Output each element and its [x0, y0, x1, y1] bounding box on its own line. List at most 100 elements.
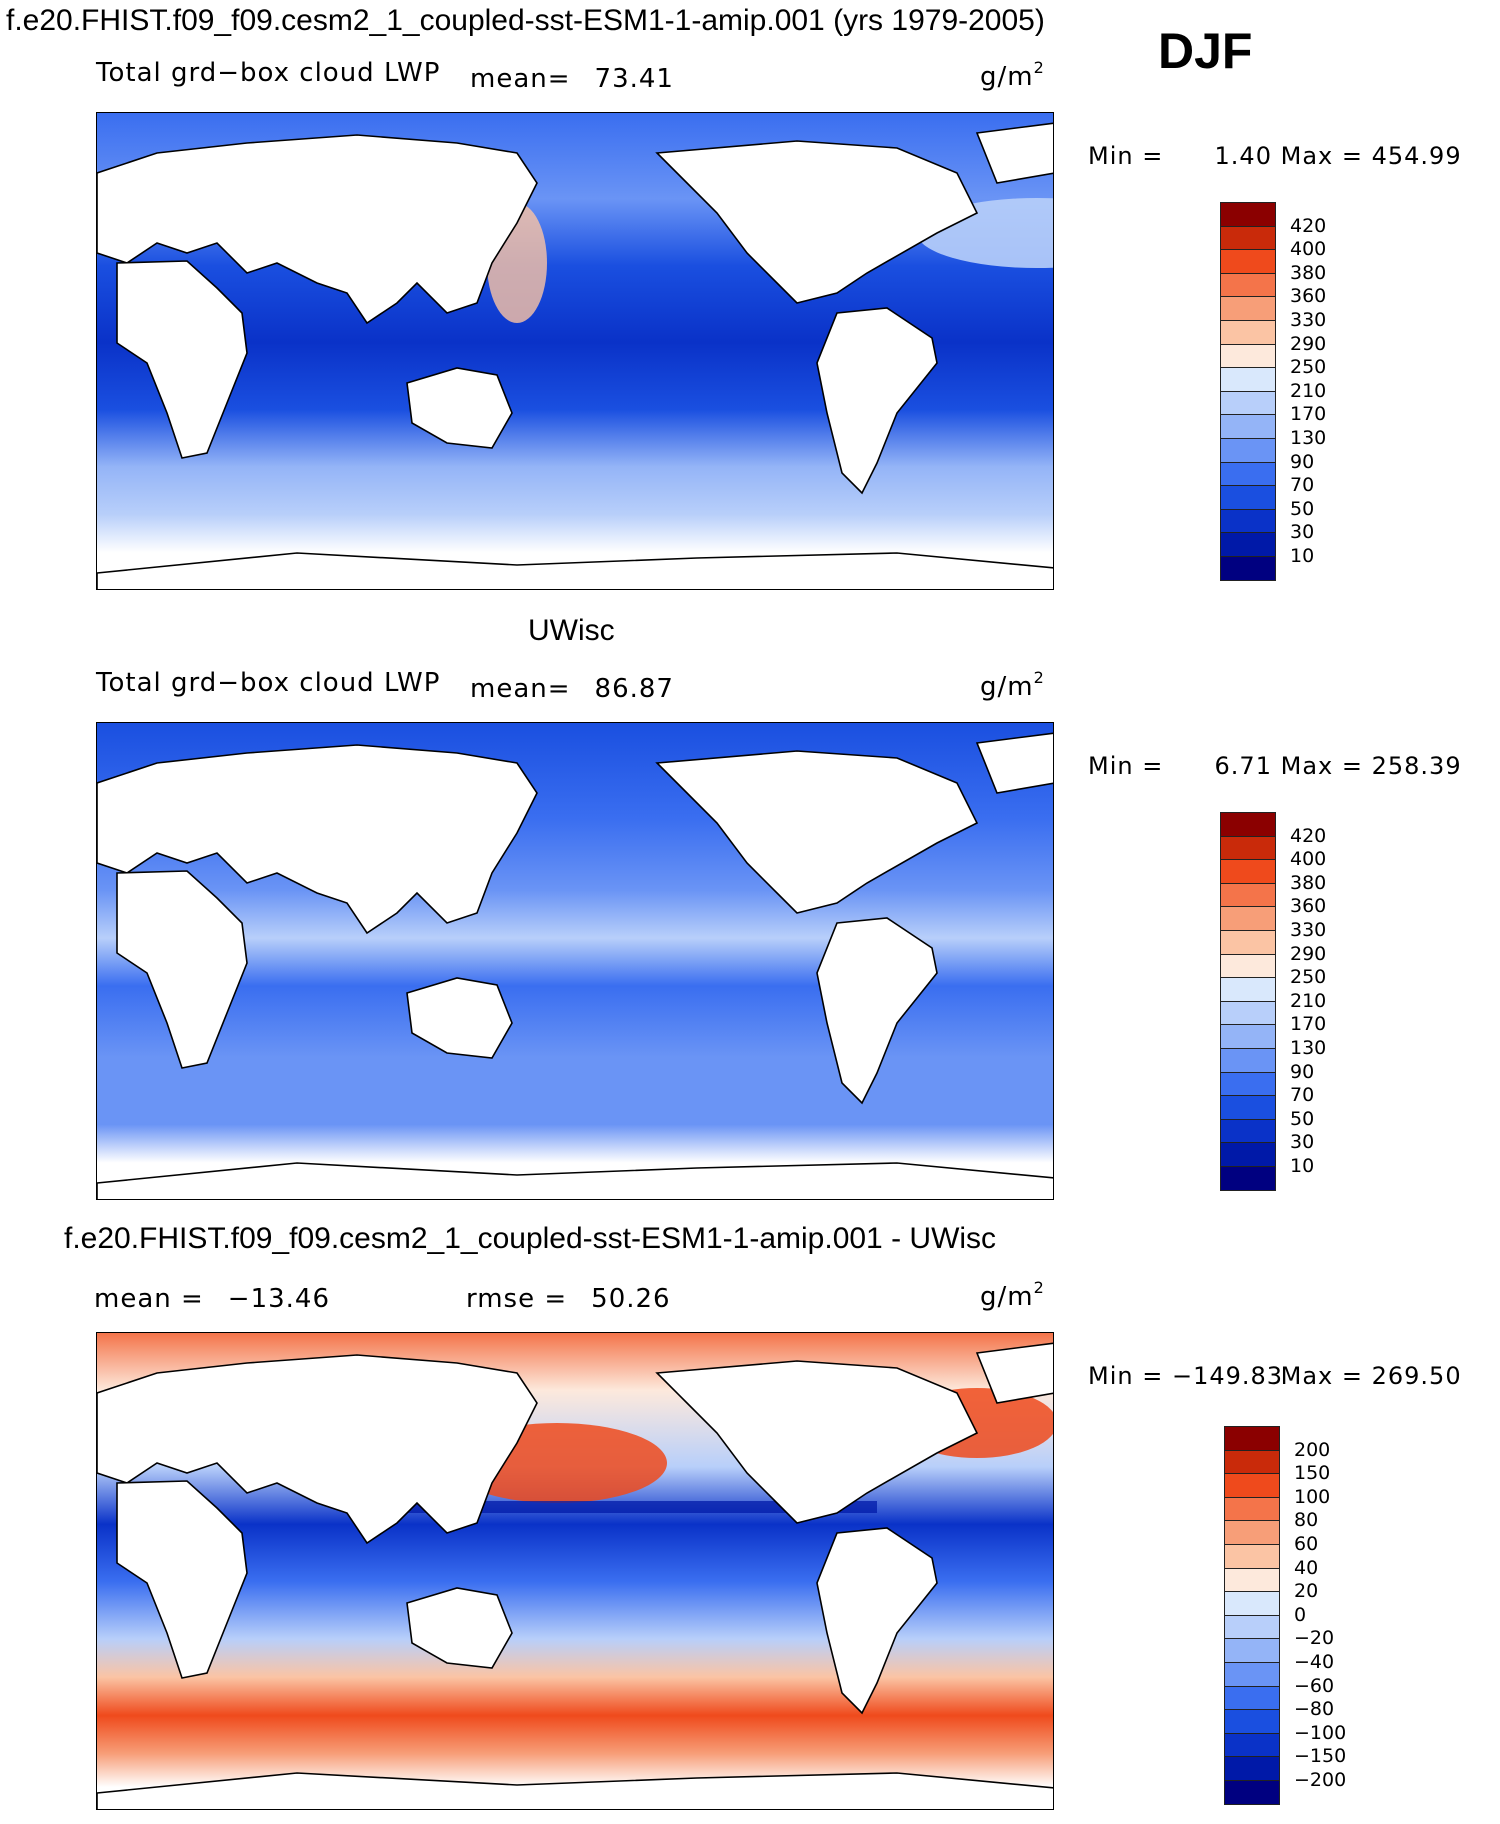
colorbar-cell	[1224, 1473, 1280, 1498]
colorbar-label: 290	[1290, 332, 1327, 355]
colorbar-label: 30	[1290, 1131, 1315, 1154]
colorbar-cell	[1224, 1591, 1280, 1616]
panel-2-units-sup: 2	[1033, 668, 1045, 687]
colorbar-cell	[1220, 272, 1276, 298]
colorbar-label: 0	[1294, 1603, 1307, 1626]
colorbar-label: 380	[1290, 871, 1327, 894]
colorbar-label: 250	[1290, 356, 1327, 379]
colorbar-label: 70	[1290, 474, 1315, 497]
colorbar-cell	[1220, 953, 1276, 979]
colorbar-label: 360	[1290, 285, 1327, 308]
panel-3-mean-value: −13.46	[227, 1284, 331, 1314]
colorbar-cell	[1224, 1426, 1280, 1451]
colorbar-label: −80	[1294, 1698, 1335, 1721]
colorbar-cell	[1220, 461, 1276, 487]
panel-1-map	[96, 112, 1054, 590]
colorbar-cell	[1220, 1000, 1276, 1026]
colorbar-label: 100	[1294, 1485, 1331, 1508]
colorbar-label: 40	[1294, 1556, 1319, 1579]
panel-3-map	[96, 1332, 1054, 1810]
colorbar-label: 70	[1290, 1084, 1315, 1107]
colorbar-label: −60	[1294, 1674, 1335, 1697]
colorbar-cell	[1220, 1024, 1276, 1049]
colorbar-cell	[1220, 835, 1276, 861]
panel-2-model-label: UWisc	[528, 614, 615, 647]
panel-3-colorbar: 200 150 100 80 60 40 20 0 −20 −40 −60 −80 −100 −150 −2…	[1224, 1426, 1364, 1806]
colorbar-cell	[1220, 202, 1276, 227]
colorbar-label: 60	[1294, 1533, 1319, 1555]
colorbar-label: −100	[1294, 1721, 1347, 1744]
colorbar-label: 90	[1290, 1060, 1315, 1083]
colorbar-label: 420	[1290, 214, 1327, 237]
colorbar-cell	[1220, 414, 1276, 439]
panel-2-minmax: Min = 6.71 Max = 258.39	[1088, 752, 1462, 780]
panel-2-mean-label: mean=	[470, 674, 571, 704]
colorbar-cell	[1224, 1496, 1280, 1522]
colorbar-cell	[1220, 343, 1276, 369]
panel-1-units-sup: 2	[1033, 58, 1045, 77]
colorbar-label: 10	[1290, 545, 1315, 567]
colorbar-cell	[1220, 1095, 1276, 1120]
colorbar-cell	[1224, 1756, 1280, 1781]
panel-1-max-label: Max =	[1280, 142, 1363, 170]
panel-3-rmse: rmse = 50.26	[466, 1284, 671, 1314]
panel-1-mean-label: mean=	[470, 64, 571, 94]
colorbar-label: 170	[1290, 1013, 1327, 1036]
colorbar-label: 130	[1290, 1037, 1327, 1059]
panel-1-min-value: 1.40	[1214, 142, 1272, 170]
panel-1-colorbar: 420 400 380 360 330 290 250 210 170 130 90 70 50 30 10	[1220, 202, 1360, 582]
panel-3-units: g/m2	[980, 1278, 1045, 1312]
colorbar-cell	[1220, 508, 1276, 534]
colorbar-cell	[1224, 1567, 1280, 1593]
colorbar-label: −20	[1294, 1627, 1335, 1650]
colorbar-label: 170	[1290, 403, 1327, 426]
panel-2-map	[96, 722, 1054, 1200]
colorbar-cell	[1224, 1732, 1280, 1758]
colorbar-cell	[1224, 1685, 1280, 1711]
figure-title: f.e20.FHIST.f09_f09.cesm2_1_coupled-sst-…	[6, 4, 1045, 37]
colorbar-cell	[1220, 930, 1276, 955]
colorbar-cell	[1220, 532, 1276, 557]
panel-1-minmax: Min = 1.40 Max = 454.99	[1088, 142, 1461, 170]
panel-3-max-label: Max =	[1280, 1362, 1363, 1390]
panel-3-rmse-label: rmse =	[466, 1284, 568, 1314]
colorbar-label: 290	[1290, 942, 1327, 965]
panel-1-units-text: g/m	[980, 62, 1034, 92]
colorbar-label: −200	[1294, 1769, 1347, 1791]
colorbar-cell	[1220, 296, 1276, 321]
colorbar-label: 400	[1290, 238, 1327, 261]
colorbar-cell	[1220, 249, 1276, 274]
panel-2-mean-value: 86.87	[594, 674, 674, 704]
panel-2-max-label: Max =	[1280, 752, 1363, 780]
colorbar-label: 90	[1290, 450, 1315, 473]
panel-3-itcz-feature	[397, 1501, 877, 1513]
panel-2-mean: mean= 86.87	[470, 674, 674, 704]
panel-1-units: g/m2	[980, 58, 1045, 92]
colorbar-cell	[1224, 1662, 1280, 1687]
panel-1-mean: mean= 73.41	[470, 64, 674, 94]
colorbar-cell	[1224, 1638, 1280, 1663]
panel-3-map-svg	[97, 1333, 1053, 1809]
panel-3-rmse-value: 50.26	[591, 1284, 671, 1314]
colorbar-label: 30	[1290, 521, 1315, 544]
colorbar-label: 130	[1290, 427, 1327, 449]
colorbar-label: 420	[1290, 824, 1327, 847]
colorbar-label: 10	[1290, 1155, 1315, 1177]
panel-3-units-sup: 2	[1033, 1278, 1045, 1297]
panel-2-max-value: 258.39	[1371, 752, 1462, 780]
colorbar-label: 360	[1290, 895, 1327, 918]
panel-3-minmax: Min = −149.83 Max = 269.50	[1088, 1362, 1461, 1390]
colorbar-cell	[1220, 390, 1276, 416]
colorbar-label: 380	[1290, 261, 1327, 284]
colorbar-cell	[1220, 438, 1276, 463]
panel-2-min-value: 6.71	[1214, 752, 1272, 780]
panel-3-min-value: −149.83	[1171, 1362, 1284, 1390]
colorbar-label: 210	[1290, 379, 1327, 402]
colorbar-cell	[1220, 906, 1276, 931]
colorbar-cell	[1224, 1449, 1280, 1475]
panel-1-map-svg	[97, 113, 1053, 589]
colorbar-label: 330	[1290, 919, 1327, 941]
colorbar-label: 250	[1290, 966, 1327, 989]
colorbar-label: 50	[1290, 497, 1315, 520]
colorbar-cell	[1220, 1071, 1276, 1097]
